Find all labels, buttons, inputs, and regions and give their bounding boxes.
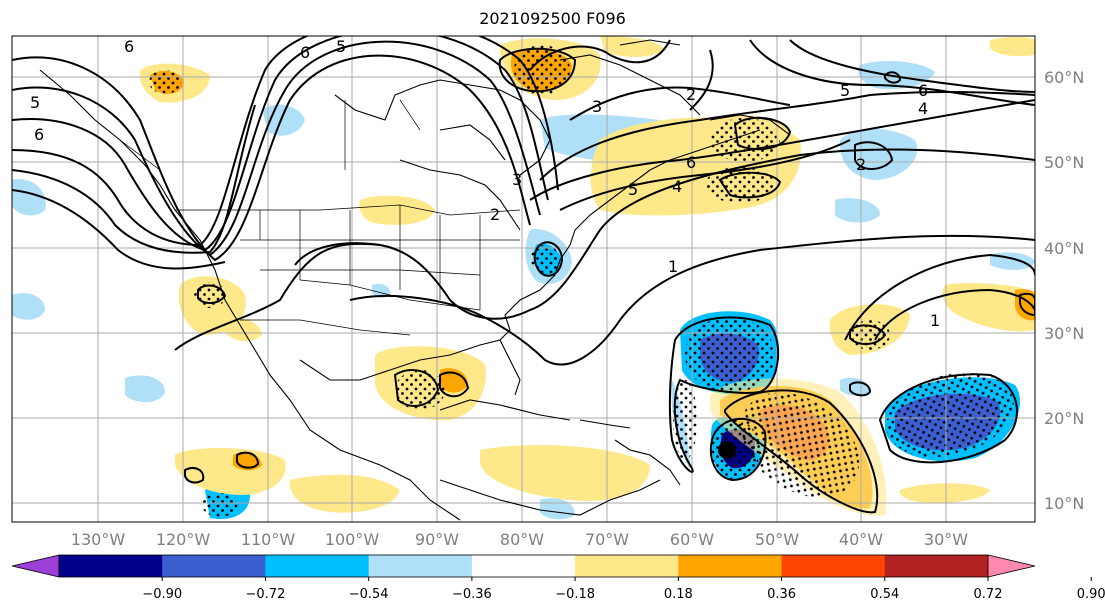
stippling [149, 45, 1014, 517]
map-frame [11, 35, 1036, 523]
colorbar-tick-label: 0.72 [974, 587, 1003, 602]
x-tick-label: 30°W [924, 530, 968, 549]
contour-label: 2 [686, 85, 696, 104]
colorbar-extend-high [987, 554, 1036, 578]
x-tick-label: 90°W [415, 530, 459, 549]
x-tick-label: 110°W [241, 530, 296, 549]
colorbar-frame [58, 554, 989, 578]
colorbar-tick-label: −0.72 [246, 587, 286, 602]
x-tick-label: 130°W [71, 530, 126, 549]
x-tick-label: 120°W [156, 530, 211, 549]
colorbar-segment [884, 555, 989, 577]
y-tick-label: 10°N [1044, 494, 1084, 513]
colorbar-tick-label: −0.36 [452, 587, 492, 602]
colorbar-tick-label: 0.36 [767, 587, 796, 602]
colorbar-segment [575, 555, 679, 577]
contour-label: 1 [668, 257, 678, 276]
map-title: 2021092500 F096 [479, 9, 626, 28]
contour-label: 3 [512, 170, 522, 189]
colorbar-tick-label: −0.54 [349, 587, 389, 602]
coastlines [39, 39, 791, 521]
contour-label: 2 [490, 205, 500, 224]
colorbar-segment [162, 555, 266, 577]
colorbar-segment [781, 555, 886, 577]
contour-lines [12, 36, 1035, 514]
colorbar-tick-label: 0.54 [870, 587, 899, 602]
y-tick-label: 60°N [1044, 68, 1084, 87]
contour-label: 6 [686, 153, 696, 172]
x-tick-label: 60°W [670, 530, 714, 549]
y-tick-label: 30°N [1044, 324, 1084, 343]
contour-label: 5 [628, 180, 638, 199]
colorbar-tick-label: 0.18 [664, 587, 693, 602]
x-tick-label: 40°W [839, 530, 883, 549]
contour-label: 6 [300, 43, 310, 62]
contour-label: 4 [672, 177, 682, 196]
contour-label: 1 [930, 311, 940, 330]
contour-label: 5 [30, 93, 40, 112]
y-tick-label: 50°N [1044, 153, 1084, 172]
x-tick-labels: 130°W 120°W 110°W 100°W 90°W 80°W 70°W 6… [71, 530, 968, 549]
x-tick-label: 80°W [500, 530, 544, 549]
y-tick-labels: 60°N 50°N 40°N 30°N 20°N 10°N [1044, 68, 1084, 513]
contour-label: 5 [336, 37, 346, 56]
contour-label: 2 [856, 155, 866, 174]
contour-label: 3 [592, 97, 602, 116]
y-tick-label: 20°N [1044, 409, 1084, 428]
colorbar-extend-low [11, 554, 60, 578]
x-tick-label: 100°W [325, 530, 380, 549]
colorbar-segment [368, 555, 473, 577]
grid-lines [12, 36, 1035, 522]
colorbar-tick-label: −0.90 [142, 587, 182, 602]
x-tick-label: 70°W [585, 530, 629, 549]
contour-label: 6 [34, 125, 44, 144]
contour-label: 6 [124, 37, 134, 56]
colorbar-segment [471, 555, 576, 577]
political-borders [119, 99, 521, 336]
contour-labels: 6 6 5 5 6 3 2 3 2 5 6 4 6 5 4 2 1 1 [30, 37, 940, 330]
colorbar-tick-label: 0.90 [1077, 587, 1105, 602]
colorbar: −0.90 −0.72 −0.54 −0.36 −0.18 0.18 0.36 0.54 0.7… [11, 554, 1105, 602]
colorbar-tick-label: −0.18 [555, 587, 595, 602]
contour-label: 5 [840, 81, 850, 100]
contour-label: 6 [918, 81, 928, 100]
x-tick-label: 50°W [755, 530, 799, 549]
y-tick-label: 40°N [1044, 239, 1084, 258]
colorbar-segment [265, 555, 370, 577]
contour-label: 4 [918, 99, 928, 118]
colorbar-segment [678, 555, 783, 577]
storm-center-marker [718, 441, 736, 459]
colorbar-segment [59, 555, 163, 577]
